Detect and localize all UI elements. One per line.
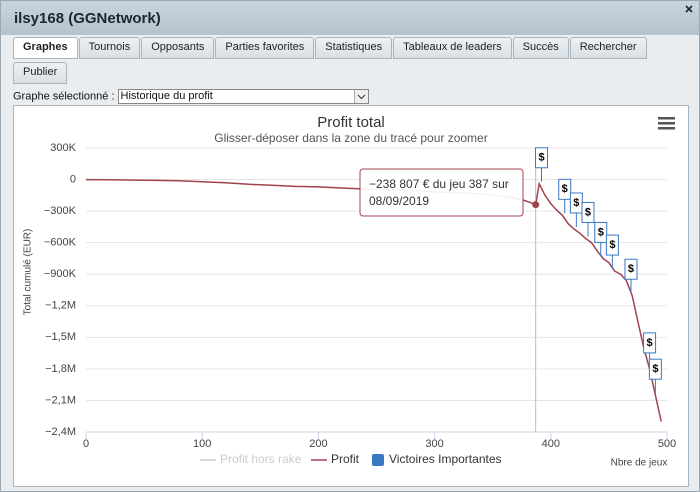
flag: $ <box>558 178 572 214</box>
flag: $ <box>535 147 549 182</box>
tab[interactable]: Statistiques <box>315 37 393 59</box>
flag: $ <box>594 221 608 257</box>
y-tick-label: −2,1M <box>45 394 76 406</box>
flag: $ <box>569 192 583 227</box>
y-tick-label: −1,5M <box>45 331 76 343</box>
y-tick-label: −1,8M <box>45 363 76 375</box>
window-title: ilsy168 (GGNetwork) <box>14 10 161 27</box>
tab[interactable]: Succès <box>512 37 569 59</box>
x-tick-label: 400 <box>542 438 560 450</box>
tab[interactable]: Tournois <box>78 37 141 59</box>
flag-box <box>581 201 595 223</box>
tooltip-text: −238 807 € du jeu 387 sur <box>369 177 509 191</box>
flag-text: $ <box>647 337 653 349</box>
flag-text: $ <box>562 183 568 195</box>
legend-swatch <box>372 454 384 466</box>
y-tick-label: −900K <box>44 268 77 280</box>
tooltip-text: 08/09/2019 <box>369 194 429 208</box>
select-box[interactable]: Historique du profit <box>117 89 369 104</box>
tooltip-box <box>359 168 524 217</box>
tab[interactable]: Parties favorites <box>215 37 315 59</box>
selector-label: Graphe sélectionné : <box>13 90 115 103</box>
flag-box <box>605 234 619 256</box>
x-tick-label: 0 <box>83 438 89 450</box>
legend-label[interactable]: Profit <box>331 452 360 466</box>
x-axis-label: Nbre de jeux <box>611 458 668 469</box>
flag-text: $ <box>609 239 615 251</box>
flag-text: $ <box>652 363 658 375</box>
y-axis-label: Total cumulé (EUR) <box>23 229 34 316</box>
graph-selector: Graphe sélectionné : Historique du profit <box>13 89 369 104</box>
x-tick-label: 300 <box>425 438 443 450</box>
legend-label[interactable]: Profit hors rake <box>220 452 302 466</box>
flag-text: $ <box>628 263 634 275</box>
y-tick-label: −300K <box>44 205 77 217</box>
flag-text: $ <box>585 206 591 218</box>
chart-subtitle: Glisser-déposer dans la zone du tracé po… <box>214 131 487 145</box>
flag-text: $ <box>538 152 544 164</box>
x-tick-label: 100 <box>193 438 211 450</box>
chart: Profit total Glisser-déposer dans la zon… <box>23 114 677 469</box>
x-tick-label: 500 <box>658 438 676 450</box>
tab[interactable]: Rechercher <box>569 37 647 59</box>
flag-box <box>594 221 608 243</box>
menu-button[interactable] <box>658 117 675 130</box>
flag: $ <box>581 201 595 237</box>
tab[interactable]: Graphes <box>13 37 78 59</box>
select-value: Historique du profit <box>120 90 213 102</box>
flag: $ <box>605 234 619 270</box>
tab[interactable]: Tableaux de leaders <box>393 37 512 59</box>
close-button[interactable] <box>685 5 693 13</box>
flag-box <box>643 332 657 354</box>
flag: $ <box>624 258 638 294</box>
tab-bar: Graphes Tournois Opposants Parties favorite… <box>13 37 653 87</box>
tab[interactable]: Opposants <box>141 37 215 59</box>
y-tick-label: −1,2M <box>45 300 76 312</box>
y-tick-label: 0 <box>70 173 76 185</box>
flag-box <box>624 258 638 280</box>
flag-box <box>535 147 549 169</box>
profit-line <box>85 178 662 422</box>
flag-box <box>558 178 572 200</box>
y-tick-label: −600K <box>44 237 77 249</box>
flag-text: $ <box>573 197 579 209</box>
select-arrow[interactable] <box>353 90 368 103</box>
legend-label[interactable]: Victoires Importantes <box>389 452 502 466</box>
title-bar: ilsy168 (GGNetwork) <box>1 1 699 35</box>
flag-box <box>648 358 662 380</box>
y-tick-label: 300K <box>50 142 76 154</box>
chart-title: Profit total <box>317 114 385 131</box>
chart-container: Profit total Glisser-déposer dans la zon… <box>13 105 689 487</box>
x-tick-label: 200 <box>309 438 327 450</box>
tab[interactable]: Publier <box>13 62 68 84</box>
tooltip-point <box>532 201 540 209</box>
y-tick-label: −2,4M <box>45 426 76 438</box>
flag-text: $ <box>598 226 604 238</box>
flag: $ <box>648 358 662 394</box>
